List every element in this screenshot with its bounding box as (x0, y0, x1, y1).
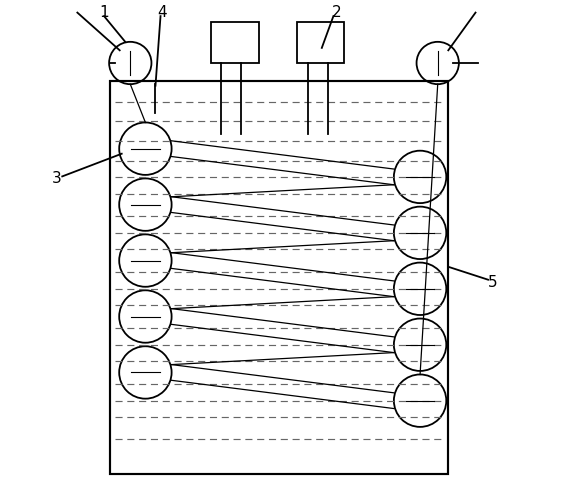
Text: 5: 5 (488, 275, 498, 290)
Text: 3: 3 (51, 171, 61, 186)
Bar (296, 22, 344, 63)
Text: 1: 1 (99, 5, 109, 20)
Text: 2: 2 (332, 5, 342, 20)
Bar (211, 22, 259, 63)
Text: 4: 4 (157, 5, 167, 20)
Bar (110, 81, 448, 474)
